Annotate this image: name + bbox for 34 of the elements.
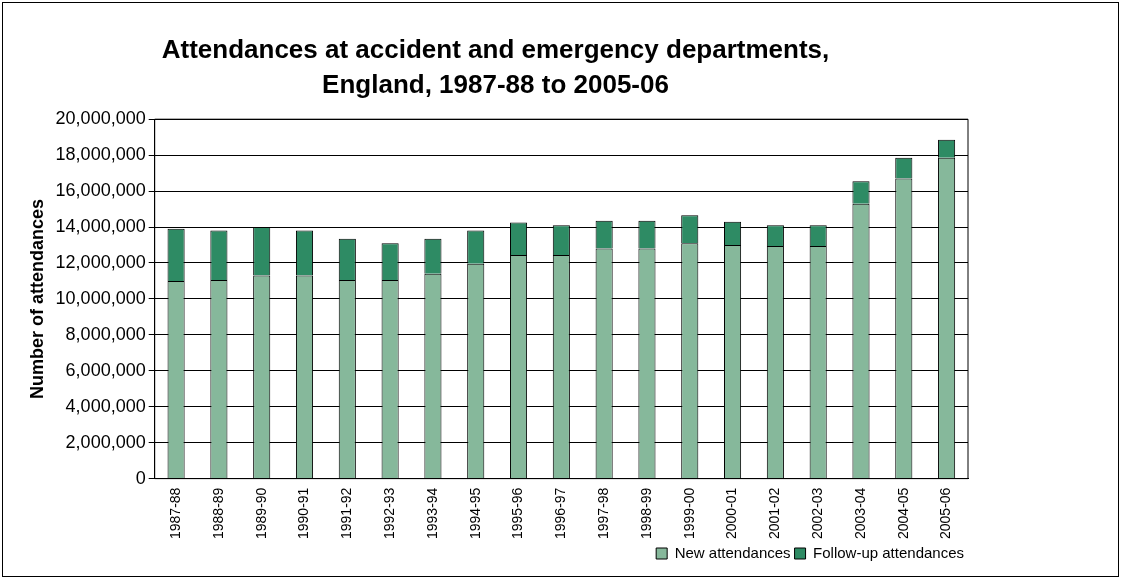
y-tick-label: 16,000,000 xyxy=(55,180,146,201)
y-tick-label: 6,000,000 xyxy=(65,359,146,380)
x-tick-label: 1993-94 xyxy=(423,487,440,540)
x-tick-label: 2005-06 xyxy=(937,487,954,540)
x-tick-label: 2002-03 xyxy=(809,487,826,540)
x-tick-label: 2004-05 xyxy=(894,487,911,540)
y-axis-title: Number of attendances xyxy=(26,198,47,399)
x-tick-label: 1991-92 xyxy=(338,487,355,540)
y-tick-label: 12,000,000 xyxy=(55,251,146,272)
y-tick-label: 18,000,000 xyxy=(55,144,146,165)
legend-label: New attendances xyxy=(674,543,791,561)
x-tick-label: 2003-04 xyxy=(851,487,868,540)
y-tick-label: 14,000,000 xyxy=(55,216,146,236)
x-tick-label: 1996-97 xyxy=(552,487,569,540)
y-tick-label: 10,000,000 xyxy=(55,287,146,308)
x-tick-label: 1997-98 xyxy=(595,487,612,540)
y-tick-label: 20,000,000 xyxy=(55,108,146,129)
x-tick-label: 1987-88 xyxy=(166,487,183,540)
x-tick-label: 1999-00 xyxy=(680,487,697,540)
legend-label: Follow-up attendances xyxy=(813,543,965,561)
y-tick-label: 8,000,000 xyxy=(65,323,146,344)
y-tick-label: 2,000,000 xyxy=(65,431,146,452)
y-tick-label: 0 xyxy=(135,467,146,488)
y-tick-label: 4,000,000 xyxy=(65,395,146,416)
x-tick-label: 1992-93 xyxy=(380,487,397,540)
x-tick-label: 1994-95 xyxy=(466,487,483,540)
x-tick-label: 1989-90 xyxy=(252,487,269,540)
x-tick-label: 1998-99 xyxy=(637,487,654,540)
x-tick-label: 1990-91 xyxy=(295,487,312,540)
chart-title: Attendances at accident and emergency departments, England, 1987-88 to 2005-06 xyxy=(161,33,830,99)
x-tick-label: 2001-02 xyxy=(766,487,783,540)
x-tick-label: 1988-89 xyxy=(209,487,226,540)
x-tick-label: 2000-01 xyxy=(723,487,740,540)
x-tick-label: 1995-96 xyxy=(509,487,526,540)
